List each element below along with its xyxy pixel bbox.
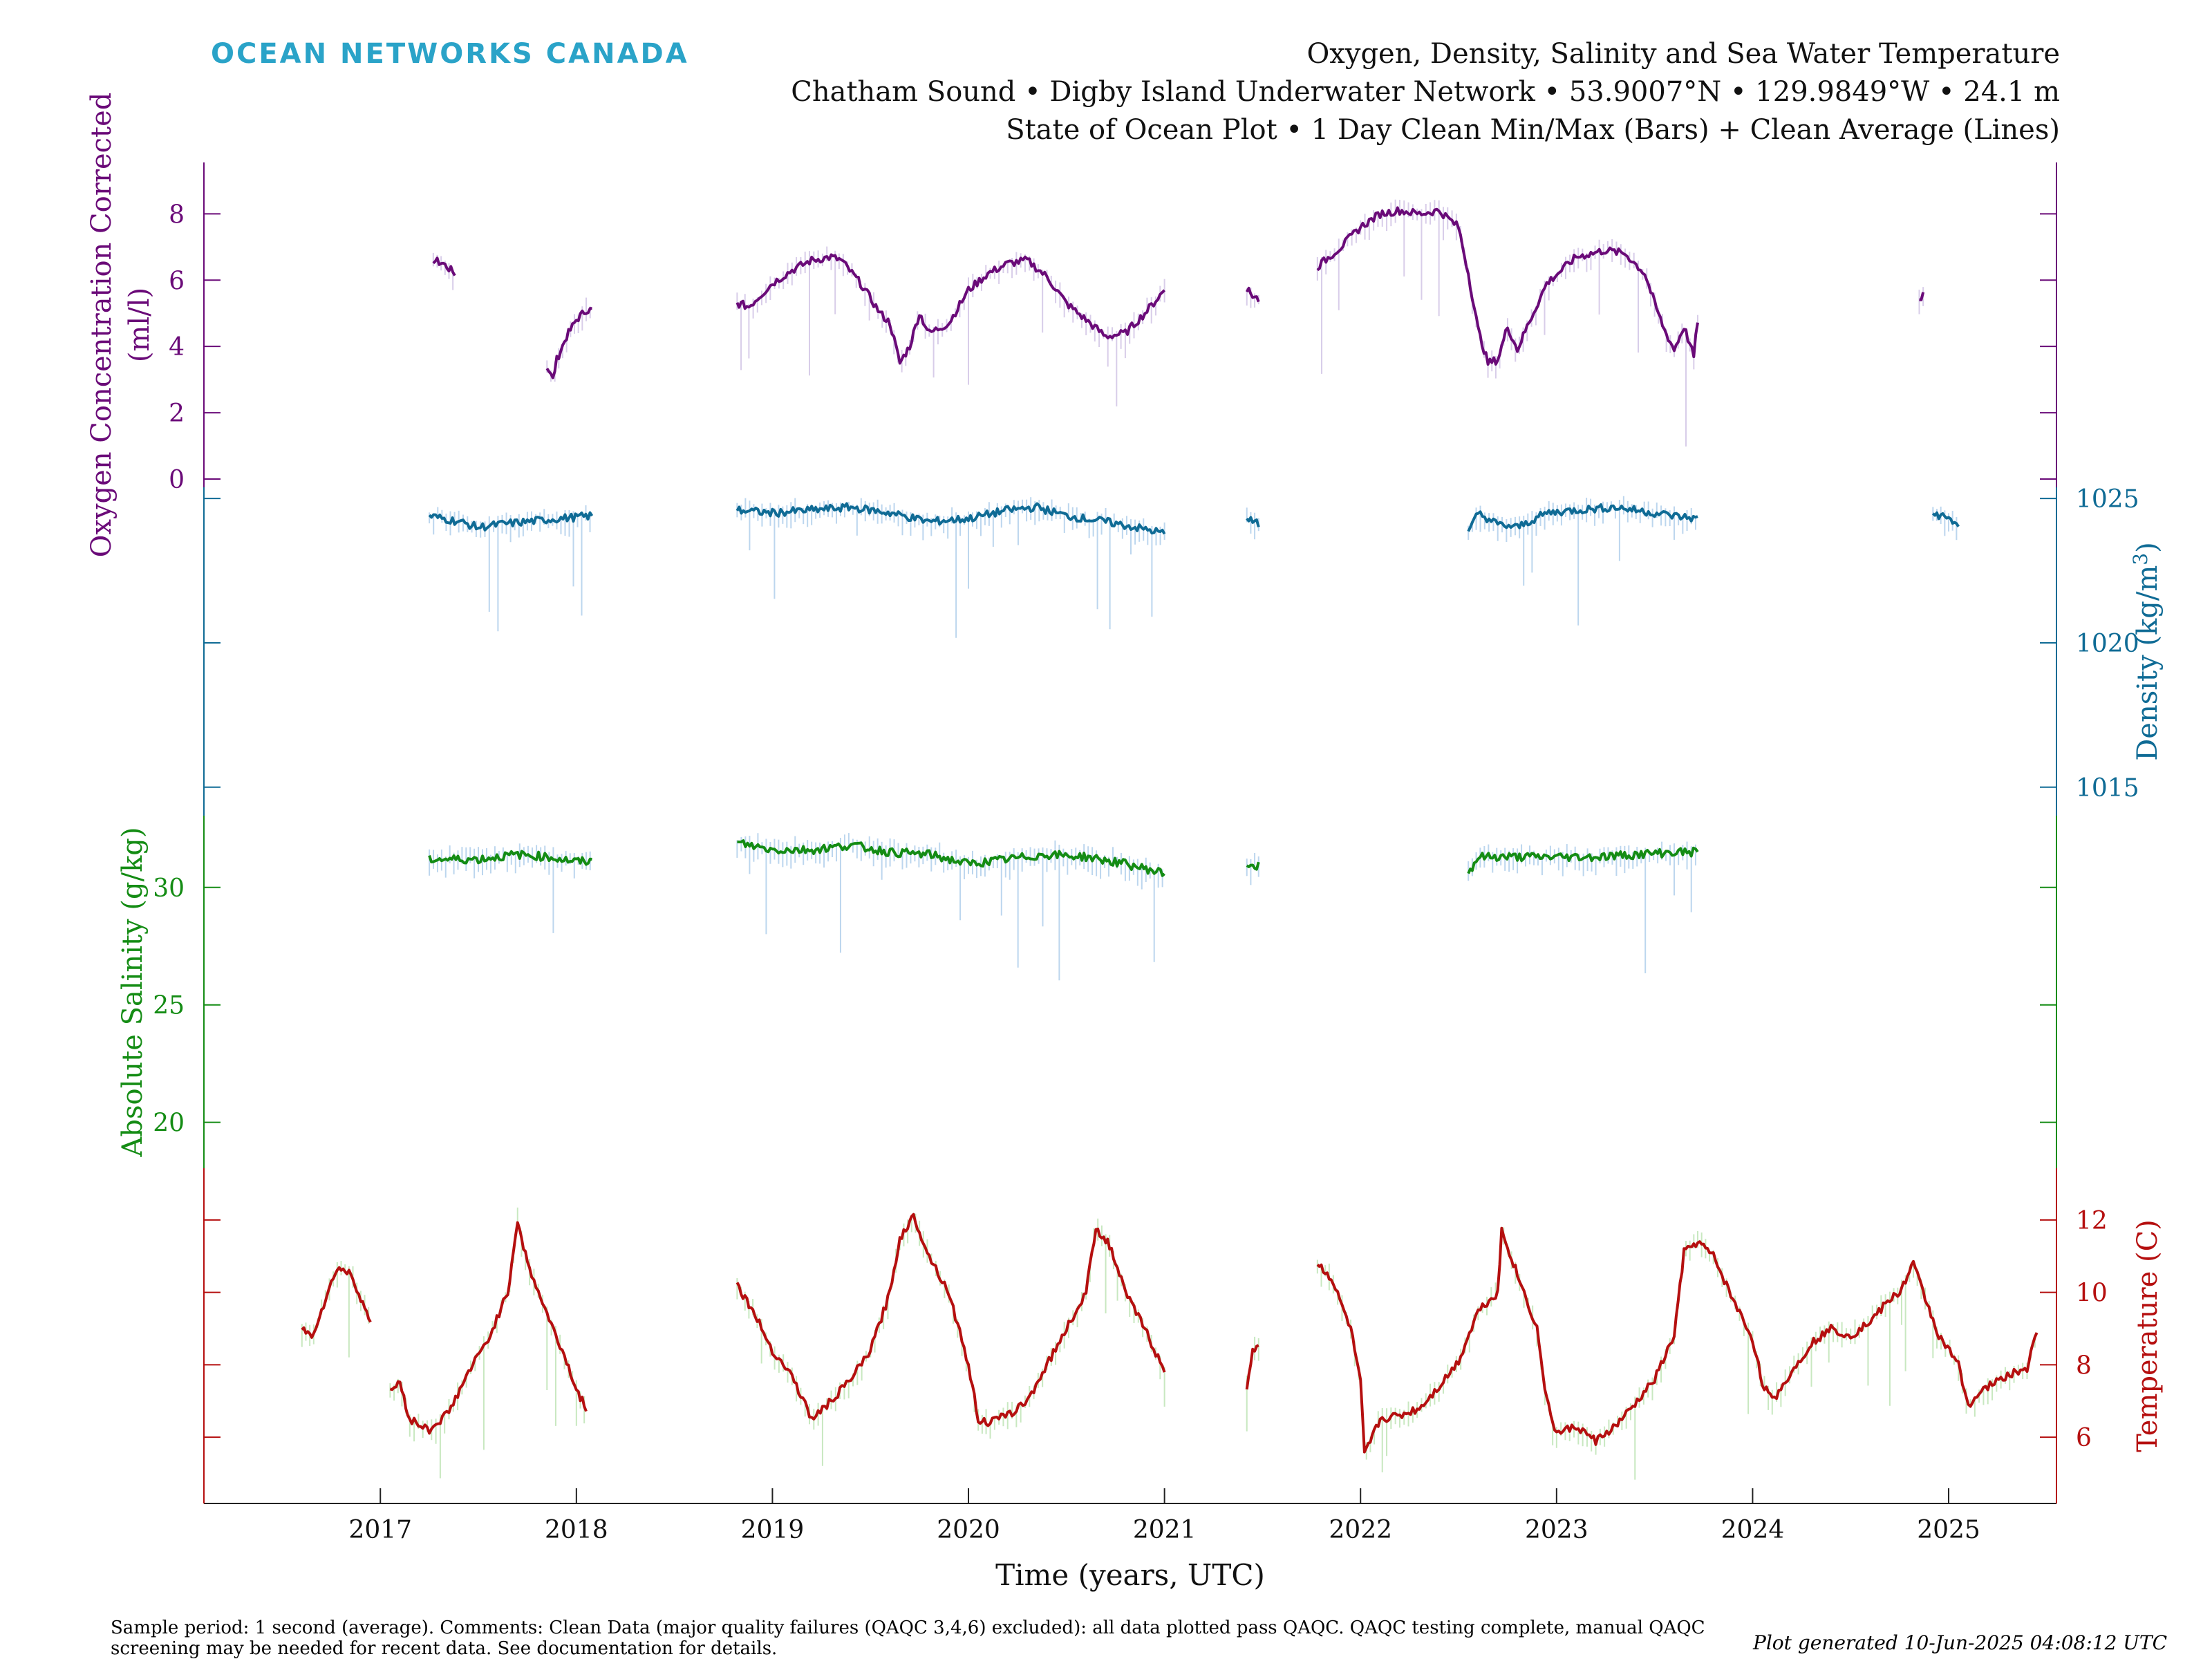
x-tick-label: 2020 xyxy=(937,1516,1000,1544)
x-tick-label: 2024 xyxy=(1721,1516,1785,1544)
minmax-bars-2-0 xyxy=(429,843,591,933)
y-tick-label-3: 10 xyxy=(2076,1280,2108,1308)
average-line-density-1 xyxy=(735,502,1166,535)
y-tick-label-0: 8 xyxy=(169,200,185,229)
x-tick-label: 2025 xyxy=(1917,1516,1980,1544)
y-axis-label-1: Density (kg/m3) xyxy=(2129,542,2164,761)
y-tick-label-1: 1015 xyxy=(2076,774,2139,803)
generated-timestamp: Plot generated 10-Jun-2025 04:08:12 UTC xyxy=(1753,1631,2167,1654)
chart-subtitle-location: Chatham Sound • Digby Island Underwater … xyxy=(791,76,2060,108)
average-line-density-3 xyxy=(1467,503,1698,532)
average-line-oxygen-concentration-corrected-4 xyxy=(1316,206,1699,366)
minmax-bars-2-1 xyxy=(736,833,1163,981)
y-tick-label-0: 4 xyxy=(169,333,185,362)
x-tick-label: 2017 xyxy=(348,1516,412,1544)
average-line-oxygen-concentration-corrected-5 xyxy=(1919,292,1925,301)
y-axis-label-3: Temperature (C) xyxy=(2132,1219,2164,1452)
minmax-bars-0-1 xyxy=(546,297,591,382)
x-tick-label: 2022 xyxy=(1329,1516,1392,1544)
x-tick-label: 2021 xyxy=(1133,1516,1197,1544)
chart-subtitle-method: State of Ocean Plot • 1 Day Clean Min/Ma… xyxy=(1006,114,2060,146)
chart-title: Oxygen, Density, Salinity and Sea Water … xyxy=(1306,38,2061,70)
y-tick-label-2: 25 xyxy=(153,992,185,1020)
average-line-absolute-salinity-1 xyxy=(737,839,1165,877)
average-line-temperature-4 xyxy=(1316,1226,2038,1454)
y-tick-label-1: 1025 xyxy=(2076,485,2139,514)
y-axis-label-0: Oxygen Concentration Corrected xyxy=(86,93,118,558)
average-line-density-4 xyxy=(1931,511,1960,527)
brand-logo: OCEAN NETWORKS CANADA xyxy=(211,38,689,70)
minmax-bars-3-2 xyxy=(736,1213,1165,1466)
y-tick-label-3: 12 xyxy=(2076,1207,2108,1235)
x-tick-label: 2019 xyxy=(741,1516,805,1544)
average-line-oxygen-concentration-corrected-3 xyxy=(1245,286,1260,303)
y-axis-label-unit-0: (ml/l) xyxy=(124,288,156,362)
average-line-temperature-2 xyxy=(735,1212,1166,1427)
average-line-absolute-salinity-0 xyxy=(428,850,592,866)
average-line-absolute-salinity-2 xyxy=(1246,861,1260,871)
minmax-bars-0-4 xyxy=(1316,199,1699,447)
average-line-density-2 xyxy=(1246,516,1260,527)
y-tick-label-0: 0 xyxy=(169,466,185,494)
minmax-bars-1-3 xyxy=(1468,496,1696,626)
y-tick-label-3: 8 xyxy=(2076,1351,2092,1380)
footer-note: Sample period: 1 second (average). Comme… xyxy=(111,1618,1705,1659)
y-tick-label-3: 6 xyxy=(2076,1424,2092,1452)
y-tick-label-0: 6 xyxy=(169,267,185,295)
minmax-bars-2-3 xyxy=(1468,841,1696,973)
y-tick-label-0: 2 xyxy=(169,400,185,428)
average-line-oxygen-concentration-corrected-0 xyxy=(432,256,456,276)
minmax-bars-3-4 xyxy=(1316,1227,2036,1480)
average-line-oxygen-concentration-corrected-1 xyxy=(545,307,592,379)
minmax-bars-0-2 xyxy=(736,246,1165,406)
average-line-temperature-3 xyxy=(1245,1344,1259,1390)
average-line-temperature-1 xyxy=(389,1221,588,1435)
average-line-density-0 xyxy=(428,511,594,532)
x-tick-label: 2018 xyxy=(545,1516,608,1544)
y-tick-label-2: 30 xyxy=(153,874,185,903)
average-line-absolute-salinity-3 xyxy=(1467,846,1699,874)
y-tick-label-2: 20 xyxy=(153,1109,185,1138)
y-tick-label-1: 1020 xyxy=(2076,630,2139,658)
average-line-temperature-0 xyxy=(301,1266,372,1339)
x-tick-label: 2023 xyxy=(1525,1516,1588,1544)
y-axis-label-2: Absolute Salinity (g/kg) xyxy=(117,827,149,1157)
average-line-oxygen-concentration-corrected-2 xyxy=(735,253,1166,365)
x-axis-label: Time (years, UTC) xyxy=(995,1558,1265,1592)
